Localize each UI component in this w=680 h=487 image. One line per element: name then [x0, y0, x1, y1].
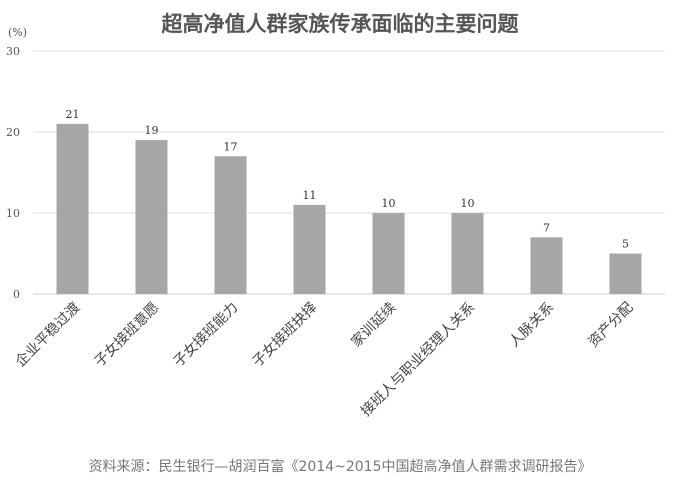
- bar: [451, 213, 484, 294]
- bar: [372, 213, 405, 294]
- bar: [609, 253, 642, 294]
- data-label: 7: [543, 221, 550, 234]
- source-note: 资料来源：民生银行—胡润百富《2014~2015中国超高净值人群需求调研报告》: [88, 459, 592, 475]
- y-tick-label: 20: [6, 126, 20, 139]
- bar: [56, 123, 89, 295]
- y-tick-label: 10: [6, 207, 20, 220]
- bar: [293, 204, 326, 294]
- bar: [530, 237, 563, 294]
- data-label: 19: [145, 124, 159, 137]
- bar: [214, 156, 247, 294]
- chart-title: 超高净值人群家族传承面临的主要问题: [161, 12, 519, 36]
- data-label: 10: [382, 197, 396, 210]
- category-label: 资产分配: [585, 300, 636, 351]
- category-label: 子女接班抉择: [249, 299, 320, 370]
- y-tick-label: 30: [6, 45, 20, 58]
- category-label: 家训延续: [348, 299, 400, 351]
- category-label: 企业平稳过渡: [12, 299, 83, 370]
- data-label: 21: [66, 108, 80, 121]
- data-label: 11: [303, 189, 317, 202]
- category-label: 人脉关系: [506, 300, 557, 351]
- data-label: 10: [461, 197, 475, 210]
- data-label: 17: [224, 140, 238, 153]
- y-tick-label: 0: [13, 288, 20, 301]
- category-label: 子女接班意愿: [91, 299, 162, 370]
- data-label: 5: [622, 238, 629, 251]
- y-axis-unit: (%): [8, 26, 27, 39]
- category-label: 子女接班能力: [170, 299, 241, 370]
- bar: [135, 140, 168, 294]
